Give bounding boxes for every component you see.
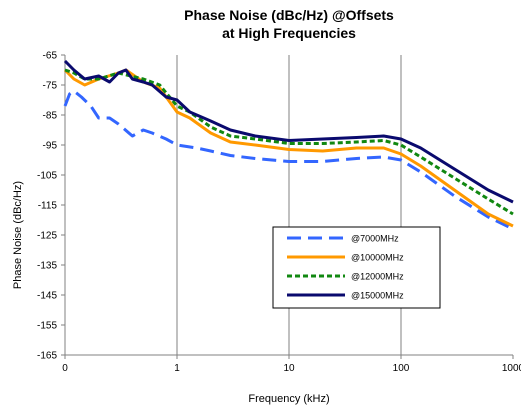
y-tick-label: -105 bbox=[37, 171, 57, 182]
y-tick-label: -135 bbox=[37, 261, 57, 272]
y-tick-label: -155 bbox=[37, 321, 57, 332]
y-tick-label: -115 bbox=[38, 201, 58, 212]
y-tick-label: -75 bbox=[43, 81, 58, 92]
x-tick-label: 1 bbox=[174, 363, 180, 374]
legend: @7000MHz @10000MHz @12000MHz @15000MHz bbox=[272, 226, 441, 309]
legend-label-1: @10000MHz bbox=[351, 253, 404, 263]
y-axis-label: Phase Noise (dBc/Hz) bbox=[12, 181, 24, 289]
x-tick-label: 1000 bbox=[502, 363, 521, 374]
series-line-1 bbox=[63, 68, 514, 228]
x-tick-label: 100 bbox=[393, 363, 410, 374]
series-line-0 bbox=[63, 89, 514, 231]
chart-title-line2: at High Frequencies bbox=[222, 25, 356, 41]
x-tick-label: 10 bbox=[283, 363, 295, 374]
y-tick-label: -125 bbox=[37, 231, 57, 242]
x-tick-label: 0 bbox=[62, 363, 68, 374]
y-tick-label: -95 bbox=[43, 141, 58, 152]
series-line-3 bbox=[63, 59, 514, 204]
chart-title-line1: Phase Noise (dBc/Hz) @Offsets bbox=[184, 7, 394, 23]
x-axis-label: Frequency (kHz) bbox=[248, 393, 329, 405]
series-line-2 bbox=[64, 68, 514, 216]
legend-label-0: @7000MHz bbox=[351, 234, 399, 244]
legend-label-3: @15000MHz bbox=[351, 291, 404, 301]
legend-label-2: @12000MHz bbox=[351, 272, 404, 282]
y-tick-label: -145 bbox=[37, 291, 57, 302]
y-tick-label: -85 bbox=[43, 111, 58, 122]
y-tick-label: -165 bbox=[37, 351, 57, 362]
plot-area: -65 -75 -85 -95 -105 -115 -125 -135 -145 -155 -165… bbox=[37, 51, 521, 375]
y-tick-label: -65 bbox=[43, 51, 58, 62]
